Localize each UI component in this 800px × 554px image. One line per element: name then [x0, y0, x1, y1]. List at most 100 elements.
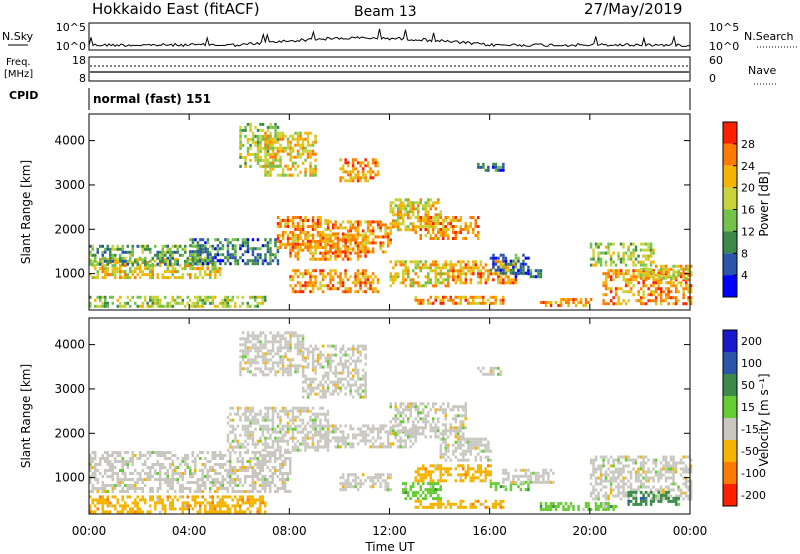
heatmap-cell	[121, 250, 124, 254]
heatmap-cell	[386, 238, 390, 242]
heatmap-cell	[659, 281, 663, 285]
heatmap-cell	[311, 233, 315, 237]
heatmap-cell	[537, 275, 540, 279]
heatmap-cell	[642, 281, 645, 285]
heatmap-cell	[134, 276, 137, 280]
heatmap-cell	[199, 501, 202, 505]
heatmap-cell	[161, 501, 164, 505]
heatmap-cell	[664, 275, 668, 279]
heatmap-cell	[454, 269, 458, 273]
heatmap-cell	[186, 264, 189, 268]
heatmap-cell	[452, 301, 455, 305]
heatmap-cell	[181, 495, 184, 499]
heatmap-cell	[584, 304, 588, 307]
heatmap-cell	[244, 125, 247, 129]
heatmap-cell	[329, 281, 332, 285]
heatmap-cell	[381, 445, 385, 449]
heatmap-cell	[281, 487, 284, 490]
heatmap-cell	[121, 481, 124, 484]
heatmap-cell	[399, 411, 402, 415]
heatmap-cell	[354, 476, 357, 480]
heatmap-cell	[341, 371, 345, 375]
heatmap-cell	[331, 353, 335, 357]
heatmap-cell	[577, 301, 580, 304]
heatmap-cell	[239, 125, 242, 129]
heatmap-cell	[319, 380, 322, 384]
heatmap-cell	[196, 304, 199, 308]
heatmap-cell	[261, 358, 265, 362]
heatmap-cell	[422, 204, 425, 208]
heatmap-cell	[226, 253, 230, 257]
heatmap-cell	[256, 418, 260, 422]
heatmap-cell	[321, 239, 325, 243]
heatmap-cell	[294, 216, 297, 219]
heatmap-cell	[146, 247, 149, 251]
heatmap-cell	[644, 248, 648, 252]
heatmap-cell	[266, 412, 270, 416]
heatmap-cell	[176, 466, 179, 469]
heatmap-cell	[276, 412, 280, 416]
heatmap-cell	[236, 445, 240, 449]
heatmap-cell	[271, 454, 274, 457]
heatmap-cell	[379, 247, 382, 251]
heatmap-cell	[229, 262, 232, 266]
heatmap-cell	[434, 402, 437, 406]
heatmap-cell	[206, 238, 210, 242]
heatmap-cell	[294, 161, 297, 165]
heatmap-cell	[264, 475, 267, 478]
heatmap-cell	[376, 427, 380, 431]
heatmap-cell	[269, 433, 272, 437]
heatmap-cell	[349, 170, 352, 174]
heatmap-cell	[156, 276, 159, 280]
heatmap-cell	[231, 466, 234, 469]
heatmap-cell	[91, 259, 94, 263]
heatmap-cell	[624, 290, 628, 294]
heatmap-cell	[251, 361, 255, 365]
heatmap-cell	[134, 487, 137, 490]
heatmap-cell	[266, 352, 270, 356]
heatmap-cell	[311, 257, 315, 261]
heatmap-cell	[251, 472, 254, 475]
heatmap-cell	[462, 435, 465, 439]
heatmap-cell	[244, 409, 247, 413]
heatmap-cell	[279, 161, 282, 165]
heatmap-cell	[136, 295, 139, 299]
heatmap-cell	[299, 246, 302, 249]
heatmap-cell	[447, 228, 450, 231]
heatmap-cell	[381, 427, 385, 431]
heatmap-cell	[659, 293, 663, 297]
heatmap-cell	[301, 137, 305, 141]
heatmap-cell	[369, 476, 372, 480]
heatmap-cell	[301, 149, 305, 153]
heatmap-cell	[414, 405, 417, 409]
heatmap-cell	[657, 293, 660, 297]
heatmap-cell	[407, 201, 410, 205]
heatmap-cell	[249, 128, 252, 132]
heatmap-cell	[502, 268, 505, 272]
heatmap-cell	[224, 454, 227, 457]
heatmap-cell	[149, 298, 152, 302]
heatmap-cell	[604, 281, 608, 285]
heatmap-cell	[417, 204, 420, 208]
heatmap-cell	[104, 510, 107, 514]
heatmap-cell	[289, 364, 292, 368]
heatmap-cell	[356, 347, 360, 351]
nave-tick-top: 60	[709, 54, 723, 67]
heatmap-cell	[214, 261, 217, 265]
heatmap-cell	[276, 152, 280, 156]
heatmap-cell	[609, 299, 613, 303]
heatmap-cell	[464, 408, 467, 412]
heatmap-cell	[246, 304, 249, 308]
heatmap-cell	[276, 259, 280, 263]
heatmap-cell	[336, 245, 340, 249]
heatmap-cell	[344, 353, 347, 357]
heatmap-cell	[474, 295, 477, 299]
heatmap-cell	[427, 402, 430, 406]
heatmap-cell	[281, 167, 285, 171]
heatmap-cell	[251, 406, 255, 410]
heatmap-cell	[241, 510, 244, 514]
heatmap-cell	[502, 162, 505, 166]
heatmap-cell	[404, 414, 407, 418]
heatmap-cell	[266, 164, 270, 168]
heatmap-cell	[284, 331, 287, 335]
